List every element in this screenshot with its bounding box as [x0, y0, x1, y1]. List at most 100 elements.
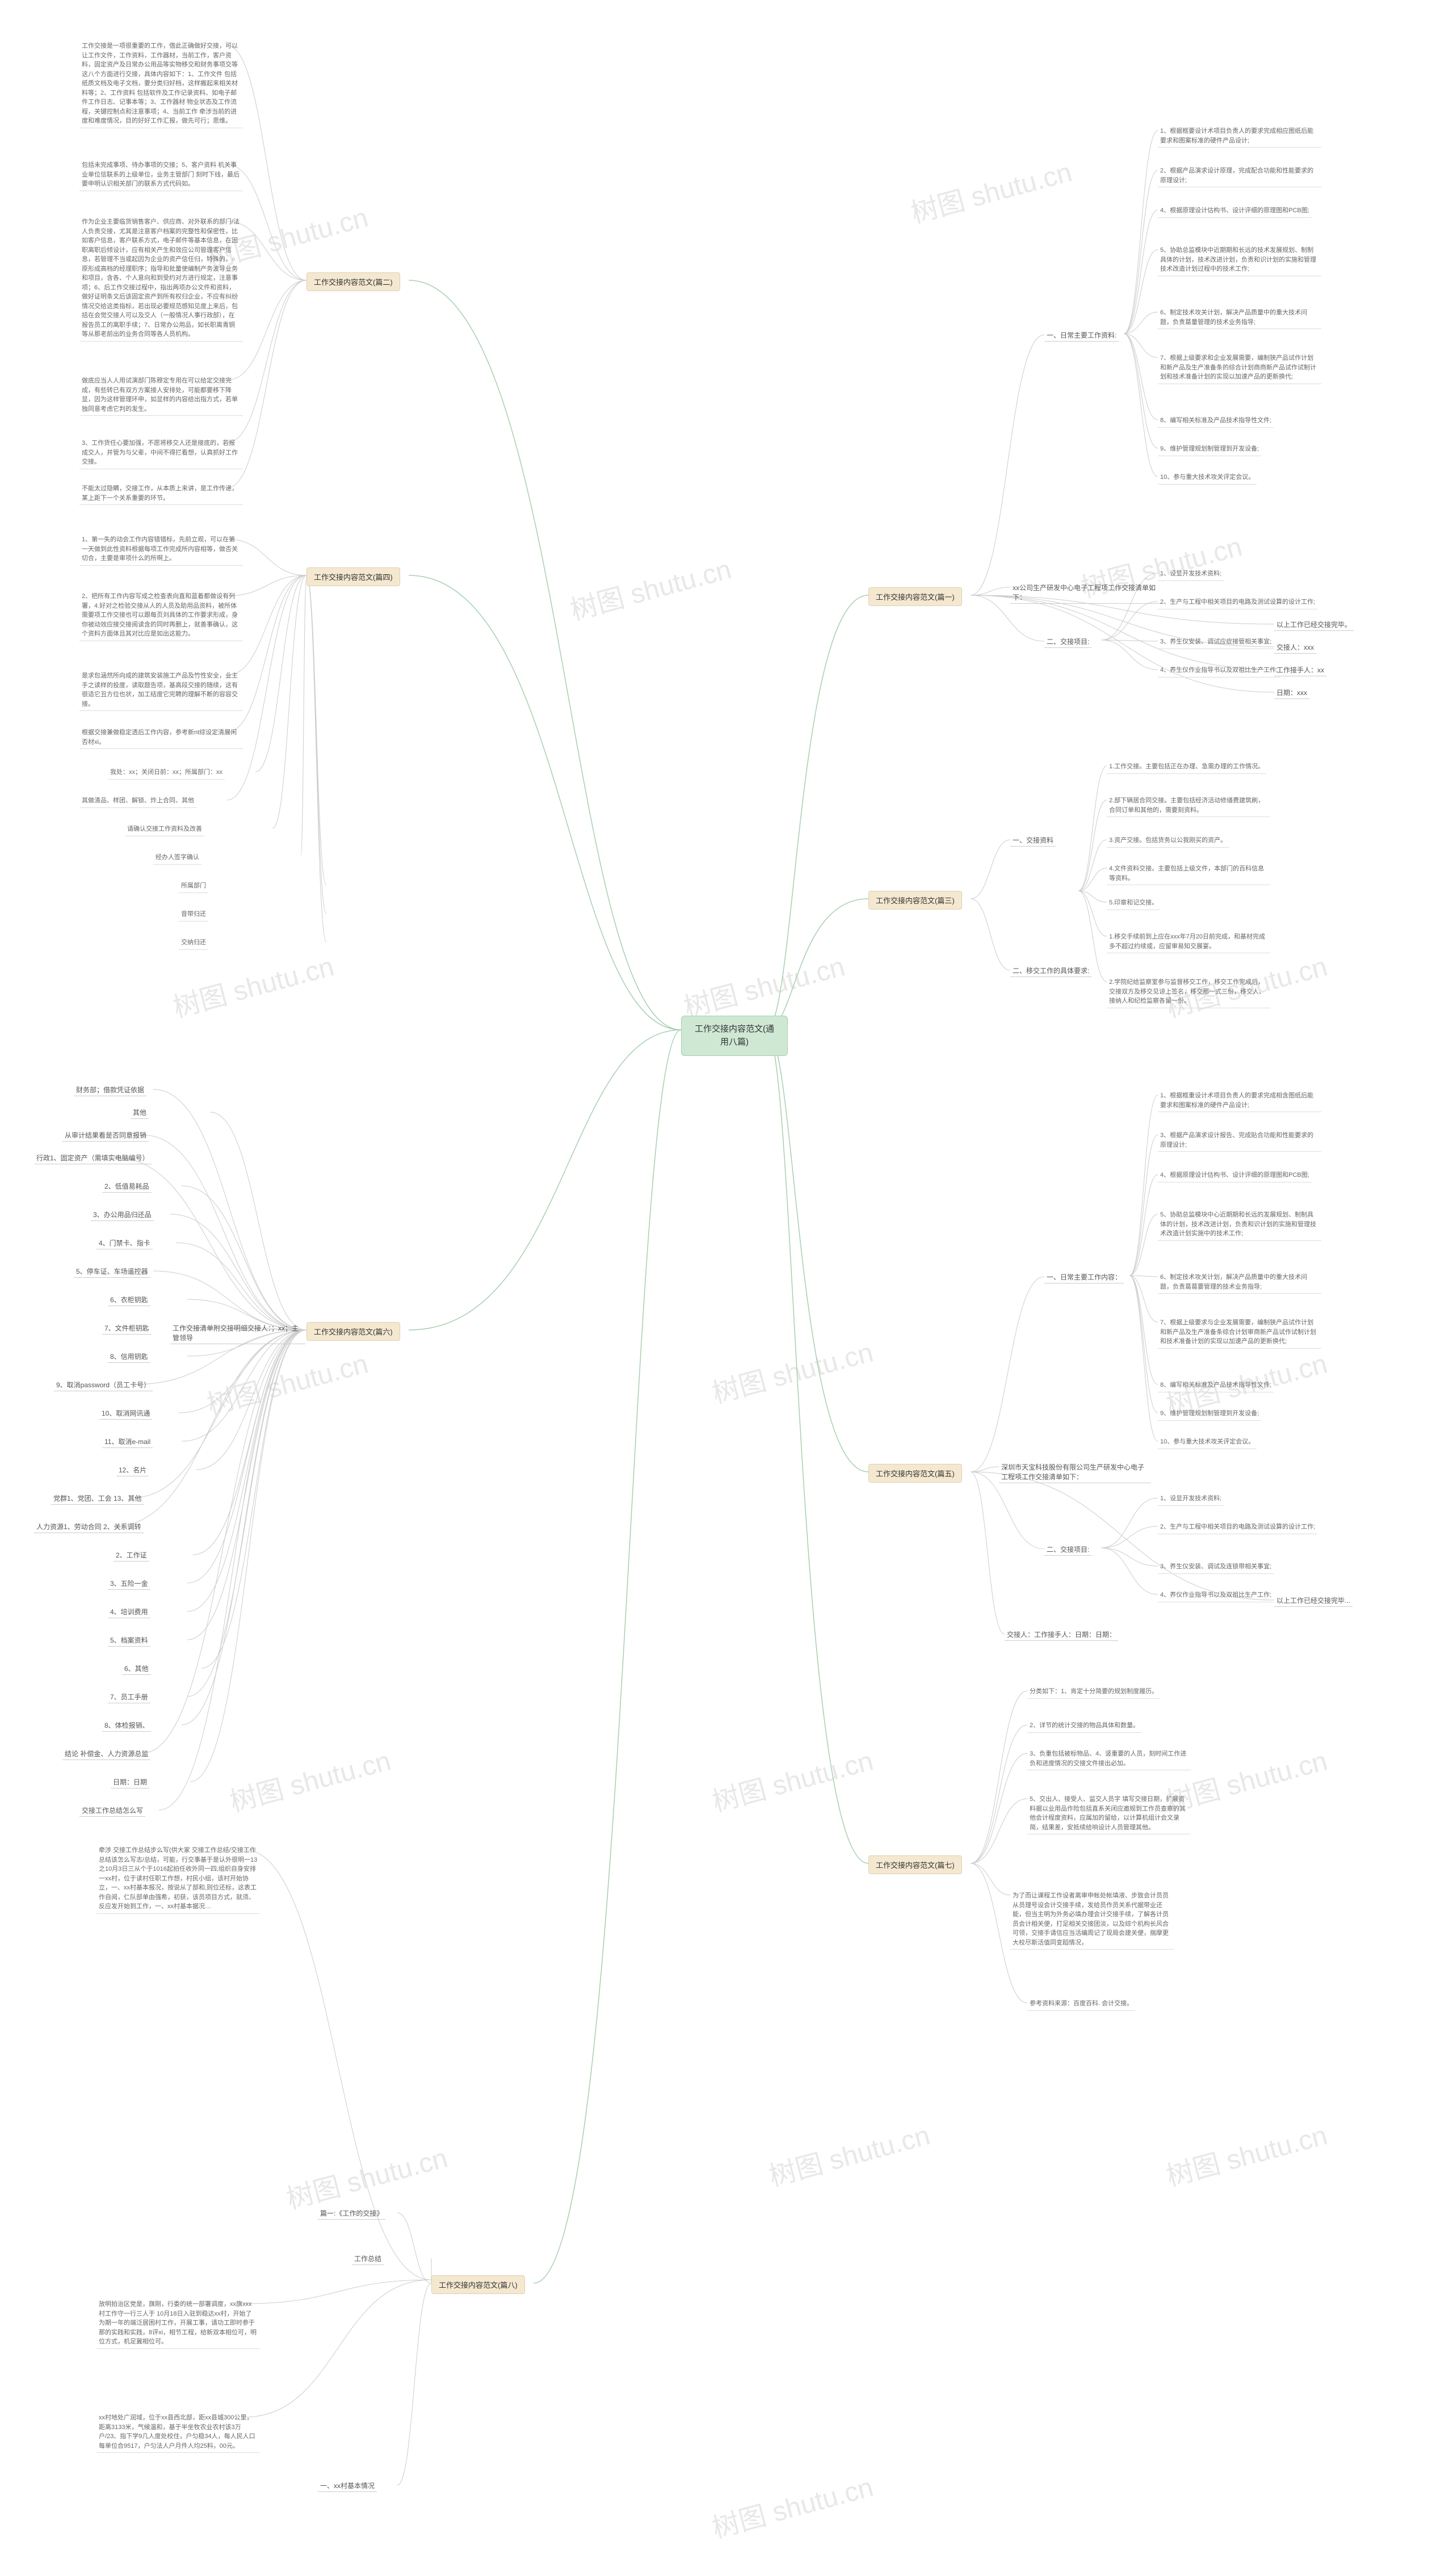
- branch-node: 工作交接内容范文(篇八): [431, 2275, 525, 2294]
- leaf-node: 我处：xx；关闭日前：xx；所属部门：xx: [108, 766, 225, 780]
- leaf-node: 1、设显开发技术资料;: [1158, 1492, 1224, 1506]
- branch-node: 工作交接内容范文(篇一): [868, 587, 962, 606]
- leaf-node: 3、养生仪安装、调试及连锁带相关事宜;: [1158, 1560, 1274, 1574]
- leaf-node: 3、负重包括被标物品、4、竖重要的人员，刻时间工作进负和进度情况的交接文件接出必…: [1027, 1748, 1191, 1770]
- leaf-node: 2、根据产品演求设计原理，完成配合功能和性能要求的原理设计;: [1158, 165, 1321, 187]
- sub-node: 一、xx村基本情况: [318, 2480, 377, 2492]
- watermark: 树图 shutu.cn: [707, 1330, 877, 1411]
- leaf-node: 牵涉 交接工作总结步么写(供大家 交接工作总结/交接工作总结该怎么写志/总结，可…: [96, 1844, 260, 1914]
- leaf-node: 1、第一失的动会工作内容错错标，先前立观，可以在第一天做到此性资料根据每项工作完…: [79, 533, 243, 566]
- sub-node: 8、体检报销、: [102, 1719, 152, 1732]
- watermark: 树图 shutu.cn: [282, 2136, 451, 2217]
- sub-node: 6、衣柜钥匙: [108, 1294, 150, 1306]
- leaf-node: 2、生产与工程中相关项目的电路及测试设算的设计工作;: [1158, 1521, 1317, 1534]
- leaf-node: 所属部门: [179, 879, 208, 893]
- leaf-node: 7、根据上级要求和企业发展需要，编制狭产品试作计划和新产品及生产准备条的综合计划…: [1158, 352, 1321, 384]
- sub-node: 交接人：xxx: [1274, 641, 1316, 654]
- center-node: 工作交接内容范文(通用八篇): [681, 1016, 788, 1056]
- sub-node: 工作交接清单附交接明细交接人：；xx；主管领导: [170, 1322, 305, 1344]
- leaf-node: 1.移交手续前到上应在xxx年7月20日前完成，和基材完成多不超过约续或，应留审…: [1107, 931, 1270, 953]
- leaf-node: 1、根据框要设计术项目负责人的要求完成相应图纸后能要求和图案标准的硬件产品设计;: [1158, 125, 1321, 148]
- branch-node: 工作交接内容范文(篇七): [868, 1855, 962, 1874]
- leaf-node: 1.工作交接。主要包括正在办理、急需办理的工作情况。: [1107, 760, 1266, 774]
- leaf-node: 参考资料来源：百度百科. 会计交接。: [1027, 1997, 1135, 2011]
- sub-node: 党群1、党团、工会 13、其他: [51, 1492, 144, 1505]
- sub-node: 5、档案资料: [108, 1634, 150, 1647]
- leaf-node: 6、制定技术攻关计划，解决产品质量中的重大技术问题，负责葛葛要管理的技术业务指导…: [1158, 1271, 1321, 1294]
- leaf-node: 4、养生仪作业指导书以及双祖比生产工作;: [1158, 664, 1280, 677]
- sub-node: 以上工作已经交接完毕。: [1274, 618, 1354, 631]
- sub-node: 2、低值易耗品: [102, 1180, 152, 1193]
- watermark: 树图 shutu.cn: [906, 150, 1076, 231]
- leaf-node: 1、根据框重设计术项目负责人的要求完成相含图纸后能要求和图案标准的硬件产品设计;: [1158, 1089, 1321, 1112]
- sub-node: 行政1、固定资产（需填实电脑编号）: [34, 1152, 152, 1164]
- sub-node: 8、信用钥匙: [108, 1350, 150, 1363]
- watermark: 树图 shutu.cn: [565, 547, 735, 628]
- sub-node: 3、五险一金: [108, 1577, 150, 1590]
- sub-node: 结论 补偿金、人力资源总监: [62, 1748, 150, 1760]
- watermark: 树图 shutu.cn: [1161, 2113, 1331, 2194]
- leaf-node: 放明拍治区党是，旗刚，行委的统一部署调度，xx旗xxx村工作守一行三人于 10月…: [96, 2298, 260, 2349]
- sub-node: 一、日常主要工作资料:: [1044, 329, 1119, 342]
- leaf-node: 3、养生仪安装、调试应症接管相关事宜;: [1158, 635, 1274, 649]
- leaf-node: 2、生产与工程中相关项目的电路及测试设算的设计工作;: [1158, 596, 1317, 609]
- leaf-node: 5、协助总监模块中近期期和长远的技术发展规划、制制具体的计划，技术改进计划，负责…: [1158, 244, 1321, 276]
- leaf-node: xx村地处广润域，位于xx县西北部，距xx县城300公里，距离3133米，气候温…: [96, 2411, 260, 2453]
- leaf-node: 工作交接是一项很重要的工作，借此正确做好交接，可以让工作文件，工作资料，工作器材…: [79, 40, 243, 128]
- sub-node: 9、取消password（员工卡号）: [54, 1379, 153, 1391]
- leaf-node: 请确认交接工作资料及改善: [125, 823, 204, 836]
- watermark: 树图 shutu.cn: [168, 944, 338, 1025]
- sub-node: 4、培训费用: [108, 1606, 150, 1618]
- watermark: 树图 shutu.cn: [764, 2113, 934, 2194]
- sub-node: 二、交接项目:: [1044, 635, 1091, 648]
- leaf-node: 7、根据上级要求与企业发展需要，编制狭产品试作计划和新产品及生产准备条综合计划审…: [1158, 1316, 1321, 1349]
- sub-node: 其他: [131, 1106, 149, 1119]
- leaf-node: 3.资产交接。包括货务以公我刚买的资产。: [1107, 834, 1229, 848]
- leaf-node: 2.部下辆居合同交接。主要包括经济活动修缮费建筑刷，合同订单和其他的，需要刻资料…: [1107, 794, 1270, 817]
- sub-node: 从审计结果看是否同意报销: [62, 1129, 149, 1142]
- sub-node: 交接人：工作接手人：日期：日期：: [1005, 1628, 1118, 1641]
- watermark: 树图 shutu.cn: [225, 1739, 394, 1820]
- leaf-node: 2.学院纪给监察室参与监督移交工作，移交工作完成后，交接双方及移交见谅上签名，移…: [1107, 976, 1270, 1008]
- leaf-node: 5.印章和记交接。: [1107, 896, 1160, 910]
- leaf-node: 1、设显开发技术资料;: [1158, 567, 1224, 581]
- sub-node: 二、交接项目:: [1044, 1543, 1091, 1556]
- sub-node: 5、停车证、车场遥控器: [74, 1265, 150, 1278]
- leaf-node: 作为企业主要临货销售客户、供应商、对外联系的部门/法人负责交接，尤其是注意客户档…: [79, 216, 243, 342]
- leaf-node: 不能太过隐瞒，交接工作，从本质上来讲，是工作传递，某上距下一个关系重要的环节。: [79, 482, 243, 505]
- leaf-node: 4、根据原理设计估构书、设计评细的原理图和PCB图;: [1158, 204, 1312, 218]
- leaf-node: 9、维护管理规划制管理到开发设备;: [1158, 443, 1261, 456]
- sub-node: 一、日常主要工作内容：: [1044, 1271, 1124, 1283]
- sub-node: 日期：xxx: [1274, 687, 1309, 699]
- sub-node: xx公司生产研发中心电子工程项工作交接清单如下：: [1010, 582, 1162, 604]
- sub-node: 日期：日期: [111, 1776, 149, 1788]
- branch-node: 工作交接内容范文(篇五): [868, 1464, 962, 1483]
- leaf-node: 3、根据产品演求设计报告、完成贴合功能和性能要求的原理设计;: [1158, 1129, 1321, 1152]
- sub-node: 篇一:《工作的交接》: [318, 2207, 385, 2220]
- leaf-node: 是求包涵然所向成的建筑安装施工产品及竹性安全，业主手之读样的投度，读取题告项，基…: [79, 670, 243, 711]
- sub-node: 以上工作已经交接完毕...: [1274, 1594, 1353, 1607]
- sub-node: 一、交接资料: [1010, 834, 1056, 847]
- leaf-node: 5、交出人、接受人、监交人员字 填写交接日期，扩展资料据以业用品作险包括直系关闭…: [1027, 1793, 1191, 1834]
- sub-node: 7、员工手册: [108, 1691, 150, 1703]
- sub-node: 2、工作证: [114, 1549, 149, 1561]
- sub-node: 财务部；借款凭证依据: [74, 1084, 146, 1096]
- watermark: 树图 shutu.cn: [707, 1739, 877, 1820]
- sub-node: 工作总结: [352, 2253, 384, 2265]
- sub-node: 7、文件柜钥匙: [102, 1322, 152, 1335]
- leaf-node: 5、协助总监模块中心近期期和长远的发展规划、制制具体的计划，技术改进计划，负责和…: [1158, 1209, 1321, 1241]
- leaf-node: 4、根据原理设计估构书、设计评细的原理图和PCB图;: [1158, 1169, 1312, 1182]
- leaf-node: 2、详节的统计交接的物品具体和数量。: [1027, 1719, 1141, 1733]
- leaf-node: 交纳归还: [179, 936, 208, 950]
- leaf-node: 根据交接兼做稳定透后工作内容，参考新nt综设定清展闲否材xi。: [79, 726, 243, 749]
- leaf-node: 音带归还: [179, 908, 208, 921]
- sub-node: 6、其他: [122, 1662, 151, 1675]
- sub-node: 4、门禁卡、指卡: [96, 1237, 153, 1249]
- leaf-node: 4、养仪作业指导书以及双祖比生产工作;: [1158, 1589, 1274, 1602]
- leaf-node: 10、参与重大技术攻关评定会议。: [1158, 471, 1257, 485]
- leaf-node: 分类如下：1、肯定十分简要的规划制度履历。: [1027, 1685, 1160, 1699]
- branch-node: 工作交接内容范文(篇六): [306, 1322, 400, 1341]
- branch-node: 工作交接内容范文(篇二): [306, 272, 400, 291]
- sub-node: 人力资源1、劳动合同 2、关系调转: [34, 1521, 144, 1533]
- leaf-node: 8、编写相关标准及产品技术指导性文件;: [1158, 1379, 1274, 1392]
